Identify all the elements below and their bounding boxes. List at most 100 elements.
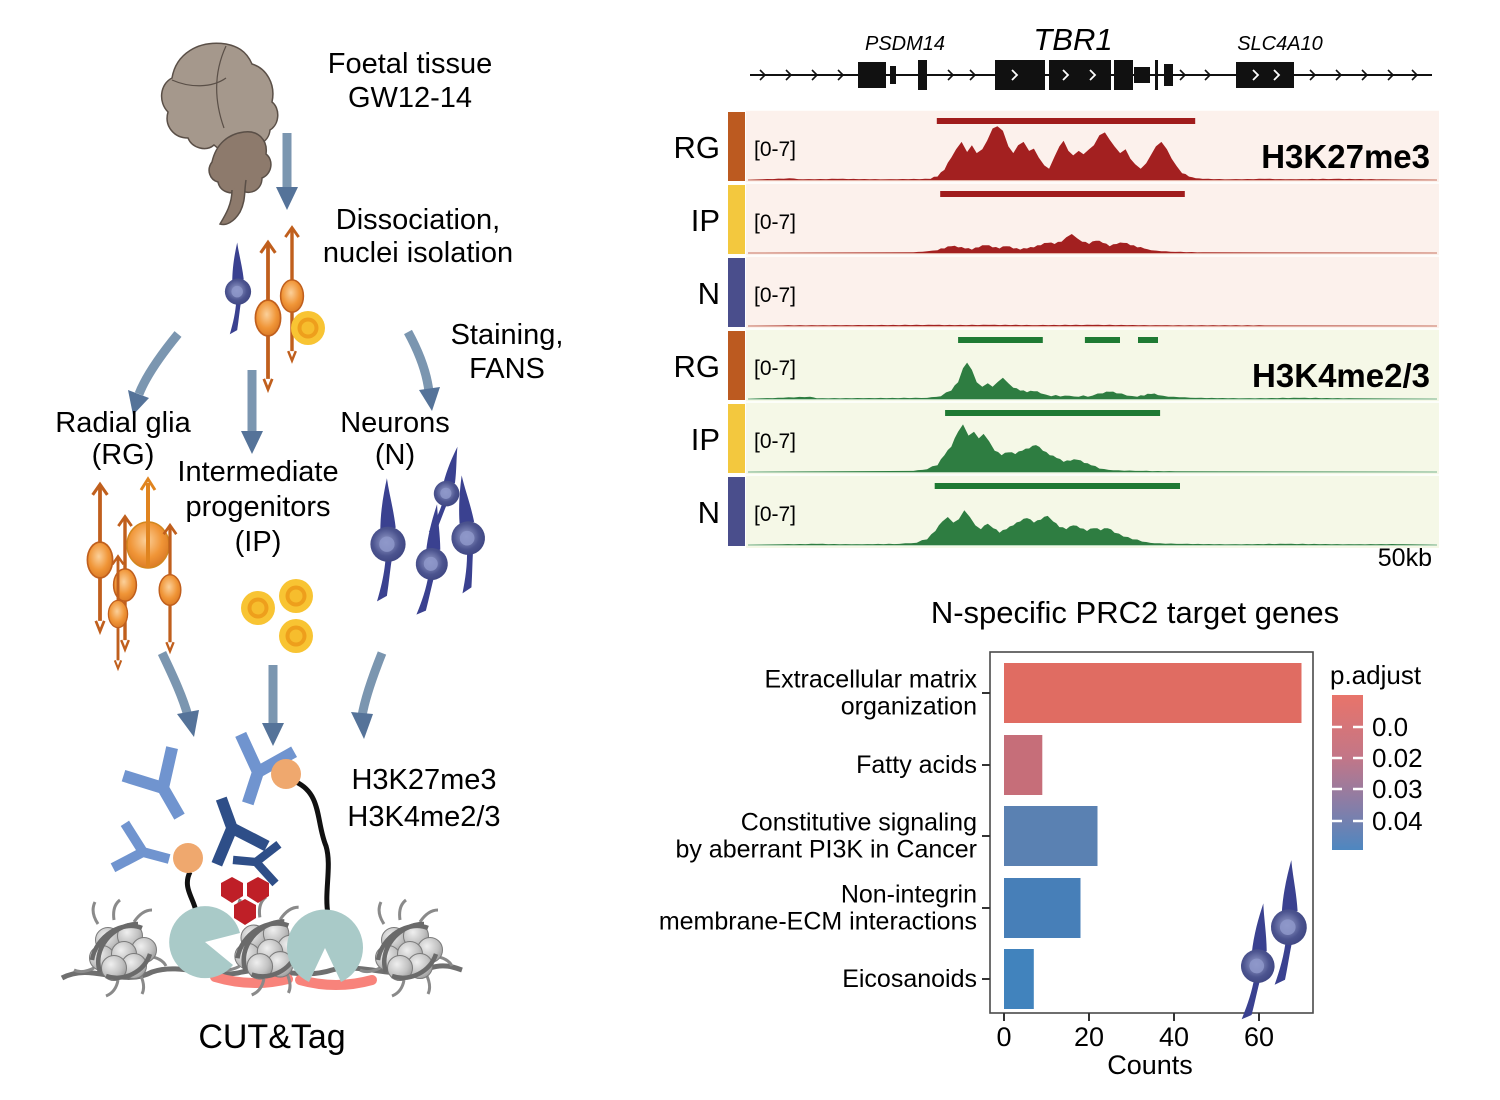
chart-bar xyxy=(1004,949,1034,1009)
method-label: CUT&Tag xyxy=(198,1018,345,1056)
peak-call-bar xyxy=(945,410,1161,416)
signal-rg xyxy=(748,126,1437,180)
x-tick-label: 0 xyxy=(996,1022,1011,1052)
arrow-ip-icon xyxy=(241,370,263,454)
x-tick-label: 40 xyxy=(1159,1022,1189,1052)
legend-ticks: 0.00.020.030.04 xyxy=(1332,712,1423,836)
peak-call-bar xyxy=(1084,337,1120,343)
category-label: Fatty acids xyxy=(856,751,977,779)
category-label: organization xyxy=(841,693,977,721)
tissue-label-line1: Foetal tissue xyxy=(328,48,492,80)
category-label: Constitutive signaling xyxy=(741,809,977,837)
range-label: [0-7] xyxy=(754,138,796,161)
antibody-icons-dark xyxy=(202,796,276,880)
track-bg xyxy=(746,256,1439,329)
scale-label: 50kb xyxy=(1378,544,1432,572)
arrow-converge-left-icon xyxy=(157,651,199,737)
pa-bead-icon xyxy=(271,759,301,789)
pa-bead-icon xyxy=(173,843,203,873)
chart-bar xyxy=(1004,735,1043,795)
legend-tick-label: 0.0 xyxy=(1372,712,1408,742)
enrichment-chart: N-specific PRC2 target genes Extracellul… xyxy=(659,595,1423,1080)
celltype-color-bar xyxy=(728,258,745,327)
brain-icon xyxy=(160,42,279,226)
methyl-marks-icon xyxy=(221,877,269,925)
mark-label: H3K27me3 xyxy=(1261,138,1430,175)
arrow-fans-icon xyxy=(404,329,440,411)
gene-label-psdm14: PSDM14 xyxy=(865,33,945,55)
track-label-rg: RG xyxy=(674,349,721,384)
radial-glia-label-line1: Radial glia xyxy=(55,407,191,439)
exon-blocks xyxy=(858,60,1294,90)
track-label-ip: IP xyxy=(691,422,720,457)
range-label: [0-7] xyxy=(754,211,796,234)
celltype-color-bar xyxy=(728,112,745,181)
strand-chevrons xyxy=(759,69,1419,81)
track-label-rg: RG xyxy=(674,130,721,165)
celltype-color-bar xyxy=(728,185,745,254)
tissue-label-line2: GW12-14 xyxy=(348,82,472,114)
mark-label-1: H3K27me3 xyxy=(351,764,496,796)
track-label-n: N xyxy=(698,495,720,530)
exon-chevrons xyxy=(1011,69,1281,81)
dissociation-label-line1: Dissociation, xyxy=(336,204,500,236)
arrow-converge-mid-icon xyxy=(262,665,284,746)
chart-bar xyxy=(1004,663,1302,723)
intermediate-label-line3: (IP) xyxy=(235,526,282,558)
chart-bar xyxy=(1004,806,1098,866)
neurons-label-line2: (N) xyxy=(375,439,415,471)
chart-title: N-specific PRC2 target genes xyxy=(931,595,1339,630)
gene-label-slc4a10: SLC4A10 xyxy=(1237,33,1323,55)
arrow-down-icon xyxy=(276,133,298,210)
chart-bar xyxy=(1004,878,1081,938)
peak-call-bar xyxy=(934,483,1180,489)
cell-cluster xyxy=(224,225,325,392)
arrow-rg-icon xyxy=(128,331,182,415)
celltype-color-bar xyxy=(728,404,745,473)
legend-title: p.adjust xyxy=(1330,660,1422,690)
legend-colorbar xyxy=(1332,695,1363,850)
tn5-icon xyxy=(286,909,363,982)
peak-call-bar xyxy=(936,118,1196,124)
radial-glia-cells xyxy=(85,476,183,670)
peak-call-bar xyxy=(940,191,1185,197)
intermediate-label-line2: progenitors xyxy=(185,491,330,523)
gene-track: PSDM14 TBR1 SLC4A10 xyxy=(750,22,1432,90)
x-tick-label: 20 xyxy=(1074,1022,1104,1052)
range-label: [0-7] xyxy=(754,503,796,526)
tagged-dna-icon xyxy=(210,972,293,989)
legend-tick-label: 0.02 xyxy=(1372,743,1423,773)
category-label: Eicosanoids xyxy=(842,965,977,993)
mark-label: H3K4me2/3 xyxy=(1252,357,1430,394)
celltype-color-bar xyxy=(728,331,745,400)
peak-call-bar xyxy=(958,337,1043,343)
category-label: Extracellular matrix xyxy=(764,666,977,694)
intermediate-label-line1: Intermediate xyxy=(177,456,338,488)
range-label: [0-7] xyxy=(754,284,796,307)
nucleosome-icon xyxy=(74,900,166,996)
legend-tick-label: 0.04 xyxy=(1372,806,1423,836)
gene-label-tbr1: TBR1 xyxy=(1033,22,1112,57)
radial-glia-label-line2: (RG) xyxy=(92,439,155,471)
range-label: [0-7] xyxy=(754,357,796,380)
tn5-icon xyxy=(169,906,240,979)
tether-line xyxy=(294,779,331,915)
signal-n xyxy=(748,324,1437,326)
staining-label-line2: FANS xyxy=(469,353,545,385)
category-label: by aberrant PI3K in Cancer xyxy=(675,836,977,864)
celltype-color-bar xyxy=(728,477,745,546)
range-label: [0-7] xyxy=(754,430,796,453)
signal-tracks: RG [0-7] H3K27me3 IP [0-7] N [0-7] RG [0-7] H3K4m… xyxy=(674,109,1439,548)
x-axis-label: Counts xyxy=(1107,1050,1193,1080)
signal-ip xyxy=(748,234,1437,253)
category-label: membrane-ECM interactions xyxy=(659,908,977,936)
peak-call-bar xyxy=(1138,337,1158,343)
track-label-n: N xyxy=(698,276,720,311)
arrow-converge-right-icon xyxy=(351,651,387,739)
signal-n xyxy=(748,510,1437,545)
chart-legend: p.adjust 0.00.020.030.04 xyxy=(1330,660,1423,850)
neurons-label-line1: Neurons xyxy=(340,407,450,439)
ip-cells xyxy=(241,579,313,653)
track-label-ip: IP xyxy=(691,203,720,238)
